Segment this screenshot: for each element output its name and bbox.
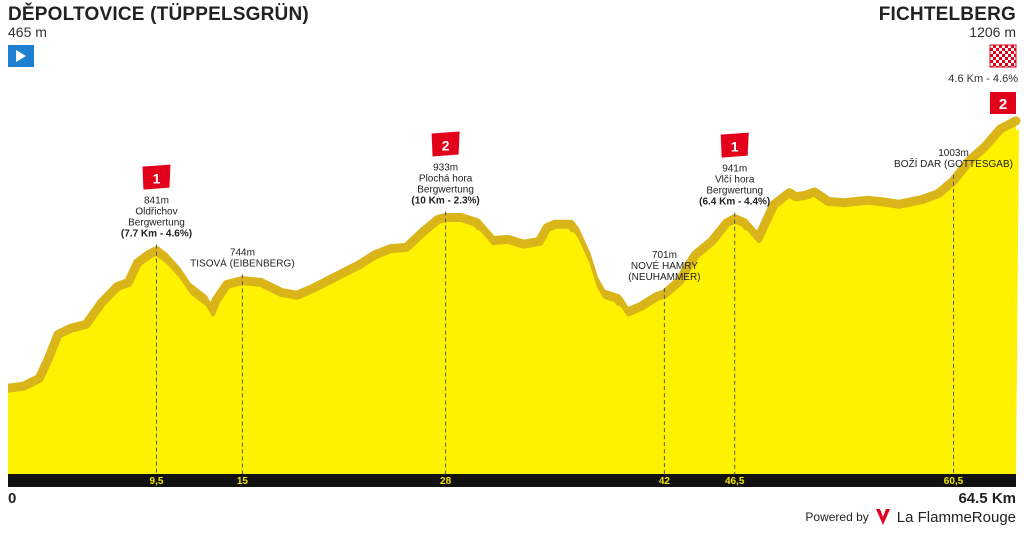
point-label: Bergwertung — [417, 185, 474, 196]
start-flag-icon — [8, 45, 34, 67]
point-label: Bergwertung — [128, 218, 185, 229]
climb-category-number: 2 — [442, 138, 450, 154]
finish-climb-badge: 2 — [990, 92, 1016, 114]
point-label: (NEUHAMMER) — [628, 272, 700, 283]
point-label: 941m — [722, 164, 747, 175]
brand-name: La FlammeRouge — [897, 509, 1016, 526]
point-label: 701m — [652, 250, 677, 261]
finish-climb-info: 4.6 Km - 4.6% — [948, 73, 1018, 85]
point-label: 841m — [144, 196, 169, 207]
brand-name-regular: La Flamme — [896, 508, 972, 526]
point-climb-stats: (7.7 Km - 4.6%) — [121, 229, 192, 240]
profile-ridge — [3, 116, 1021, 393]
point-label: Oldřichov — [135, 207, 177, 218]
left-mask — [0, 0, 8, 474]
km-tick-label: 28 — [440, 476, 452, 487]
point-label: Vlčí hora — [715, 175, 755, 186]
km-tick-label: 60,5 — [944, 476, 964, 487]
km-tick-label: 9,5 — [150, 476, 164, 487]
distance-start-label: 0 — [8, 490, 17, 507]
start-town-name: DĚPOLTOVICE (TÜPPELSGRÜN) — [8, 4, 309, 25]
distance-end-label: 64.5 Km — [958, 490, 1016, 507]
climb-category-badge: 2 — [431, 131, 460, 157]
point-label: 933m — [433, 163, 458, 174]
point-climb-stats: (6.4 Km - 4.4%) — [699, 197, 770, 208]
point-climb-stats: (10 Km - 2.3%) — [411, 196, 479, 207]
start-elevation: 465 m — [8, 24, 47, 40]
brand-name-bold: Rouge — [971, 508, 1016, 526]
km-tick-label: 46,5 — [725, 476, 745, 487]
point-label: 744m — [230, 248, 255, 259]
point-label: 1003m — [938, 148, 969, 159]
finish-elevation: 1206 m — [969, 24, 1016, 40]
km-tick-label: 15 — [237, 476, 249, 487]
point-label: Plochá hora — [419, 174, 473, 185]
climb-category-number: 1 — [731, 139, 739, 155]
point-label: Bergwertung — [706, 186, 763, 197]
climb-category-number: 1 — [153, 171, 161, 187]
climb-category-badge: 1 — [142, 164, 171, 190]
point-label: BOŽÍ DAR (GOTTESGAB) — [894, 157, 1013, 170]
distance-axis-bar — [8, 474, 1016, 487]
km-tick-label: 42 — [659, 476, 671, 487]
powered-by-credit[interactable]: Powered by La FlammeRouge — [805, 508, 1016, 526]
profile-area-inner — [8, 128, 1019, 474]
point-label: TISOVÁ (EIBENBERG) — [190, 257, 294, 270]
climb-category-badge: 1 — [720, 132, 749, 158]
powered-by-text: Powered by — [805, 510, 869, 524]
flame-logo-icon — [875, 509, 890, 525]
point-label: NOVÉ HAMRY — [631, 259, 698, 272]
svg-text:2: 2 — [999, 96, 1007, 113]
finish-flag-icon — [989, 44, 1017, 68]
finish-town-name: FICHTELBERG — [878, 4, 1016, 25]
